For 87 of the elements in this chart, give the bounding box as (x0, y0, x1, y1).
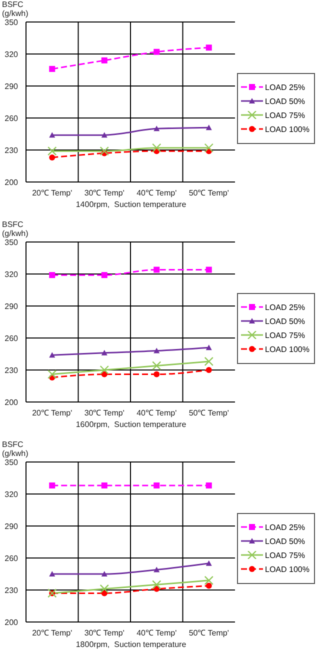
point (49, 132, 56, 138)
point (154, 566, 160, 572)
point (49, 352, 56, 358)
x-tick-label: 50℃ Temp' (188, 188, 230, 198)
x-axis-title: 1600rpm, Suction temperature (74, 420, 188, 429)
y-tick-label: 200 (4, 178, 19, 187)
point (206, 482, 212, 488)
y-tick-label: 350 (4, 238, 19, 247)
point (152, 143, 162, 152)
y-tick-label: 350 (4, 458, 19, 467)
legend-label: LOAD 50% (265, 536, 306, 546)
legend-label: LOAD 100% (265, 344, 310, 354)
point (204, 143, 214, 152)
point (101, 350, 108, 356)
point (101, 57, 108, 64)
y-axis-title: BSFC (g/kwh) (2, 220, 28, 238)
y-tick-label: 230 (4, 586, 19, 595)
x-tick-label: 20℃ Temp' (32, 188, 73, 198)
point (152, 580, 162, 590)
point (206, 344, 212, 350)
point (206, 582, 212, 589)
point (48, 146, 57, 156)
y-tick-label: 350 (4, 18, 19, 27)
point (154, 48, 160, 55)
point (100, 146, 109, 156)
point (204, 356, 214, 366)
x-tick-label: 40℃ Temp' (136, 408, 178, 418)
point (154, 371, 160, 378)
x-tick-label: 40℃ Temp' (136, 188, 178, 198)
legend-label: LOAD 25% (265, 82, 306, 92)
y-axis-title: BSFC (g/kwh) (2, 440, 28, 458)
x-tick-label: 20℃ Temp' (32, 408, 73, 418)
x-tick-label: 50℃ Temp' (188, 408, 230, 418)
point (154, 482, 160, 488)
y-axis-title: BSFC (g/kwh) (2, 0, 28, 18)
y-tick-label: 260 (4, 114, 19, 123)
x-tick-label: 20℃ Temp' (32, 628, 73, 638)
point (154, 266, 160, 273)
x-tick-label: 30℃ Temp' (84, 188, 125, 198)
legend-label: LOAD 50% (265, 316, 306, 326)
x-axis-title: 1800rpm, Suction temperature (74, 640, 188, 649)
legend-label: LOAD 25% (265, 302, 306, 312)
x-tick-label: 30℃ Temp' (84, 408, 125, 418)
y-tick-label: 230 (4, 366, 19, 375)
point (204, 576, 214, 585)
point (49, 571, 56, 576)
point (152, 361, 162, 370)
x-tick-label: 50℃ Temp' (188, 628, 230, 638)
point (101, 571, 108, 576)
point (49, 154, 56, 160)
y-tick-label: 200 (4, 398, 19, 407)
y-tick-label: 320 (4, 490, 19, 499)
legend-label: LOAD 100% (265, 124, 310, 134)
point (100, 584, 109, 594)
y-tick-label: 290 (4, 302, 19, 311)
point (49, 272, 56, 278)
x-axis-title: 1400rpm, Suction temperature (74, 200, 188, 209)
legend-label: LOAD 25% (265, 522, 306, 532)
point (101, 132, 108, 138)
x-tick-label: 30℃ Temp' (84, 628, 125, 638)
y-tick-label: 320 (4, 270, 19, 279)
point (48, 370, 57, 379)
point (100, 365, 109, 375)
legend-label: LOAD 100% (265, 564, 310, 574)
point (101, 272, 108, 278)
legend-label: LOAD 75% (265, 550, 306, 560)
point (49, 482, 56, 488)
point (206, 266, 212, 273)
legend-label: LOAD 75% (265, 110, 306, 120)
y-tick-label: 200 (4, 618, 19, 627)
point (206, 44, 212, 51)
y-tick-label: 320 (4, 50, 19, 59)
point (206, 367, 212, 373)
point (101, 482, 108, 488)
point (49, 66, 56, 72)
point (206, 124, 212, 130)
y-tick-label: 230 (4, 146, 19, 155)
y-tick-label: 290 (4, 522, 19, 531)
y-tick-label: 260 (4, 334, 19, 343)
point (206, 560, 212, 566)
point (154, 126, 160, 132)
x-tick-label: 40℃ Temp' (136, 628, 178, 638)
point (154, 348, 160, 354)
legend-label: LOAD 75% (265, 330, 306, 340)
y-tick-label: 260 (4, 554, 19, 563)
y-tick-label: 290 (4, 82, 19, 91)
legend-label: LOAD 50% (265, 96, 306, 106)
